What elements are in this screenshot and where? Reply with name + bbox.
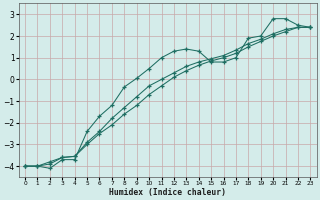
X-axis label: Humidex (Indice chaleur): Humidex (Indice chaleur) [109, 188, 226, 197]
